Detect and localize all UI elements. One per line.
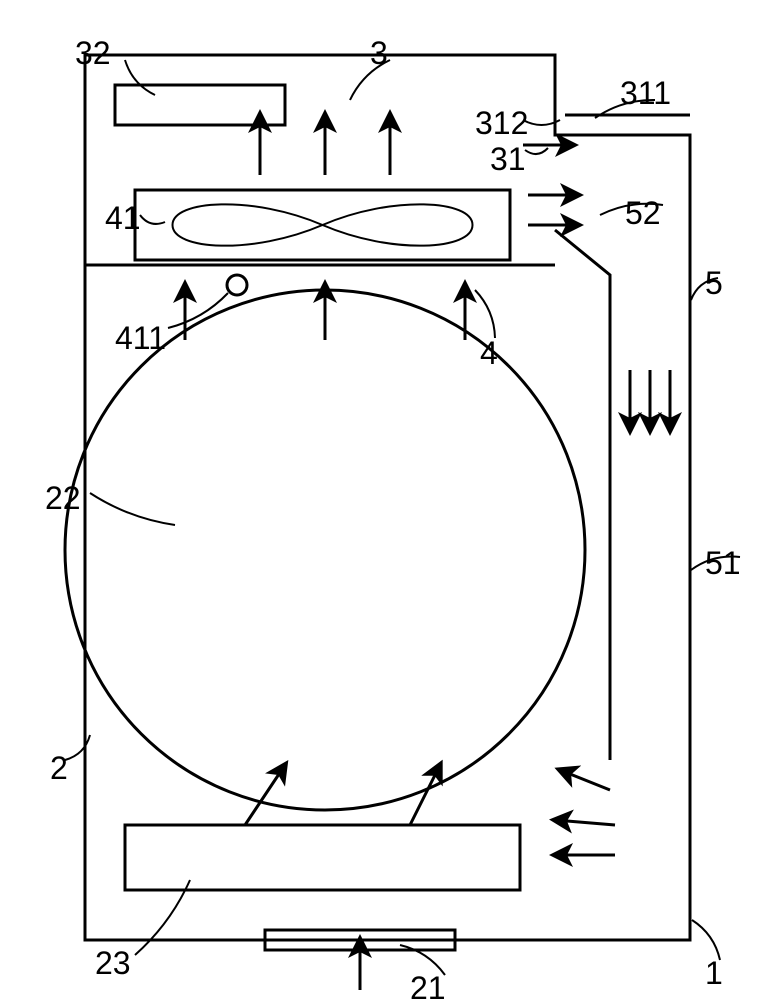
label-51: 51 bbox=[705, 545, 741, 582]
label-22: 22 bbox=[45, 480, 81, 517]
label-32: 32 bbox=[75, 35, 111, 72]
label-31: 31 bbox=[490, 141, 526, 178]
label-3: 3 bbox=[370, 35, 388, 72]
label-4: 4 bbox=[480, 335, 498, 372]
label-311: 311 bbox=[620, 75, 671, 112]
label-52: 52 bbox=[625, 195, 661, 232]
diagram-canvas: 323311312315254141142251223211 bbox=[0, 0, 774, 1000]
diagram-svg bbox=[0, 0, 774, 1000]
label-23: 23 bbox=[95, 945, 131, 982]
label-5: 5 bbox=[705, 265, 723, 302]
label-2: 2 bbox=[50, 750, 68, 787]
label-411: 411 bbox=[115, 320, 166, 357]
label-21: 21 bbox=[410, 970, 446, 1007]
label-312: 312 bbox=[475, 105, 528, 142]
label-41: 41 bbox=[105, 200, 141, 237]
label-1: 1 bbox=[705, 955, 723, 992]
